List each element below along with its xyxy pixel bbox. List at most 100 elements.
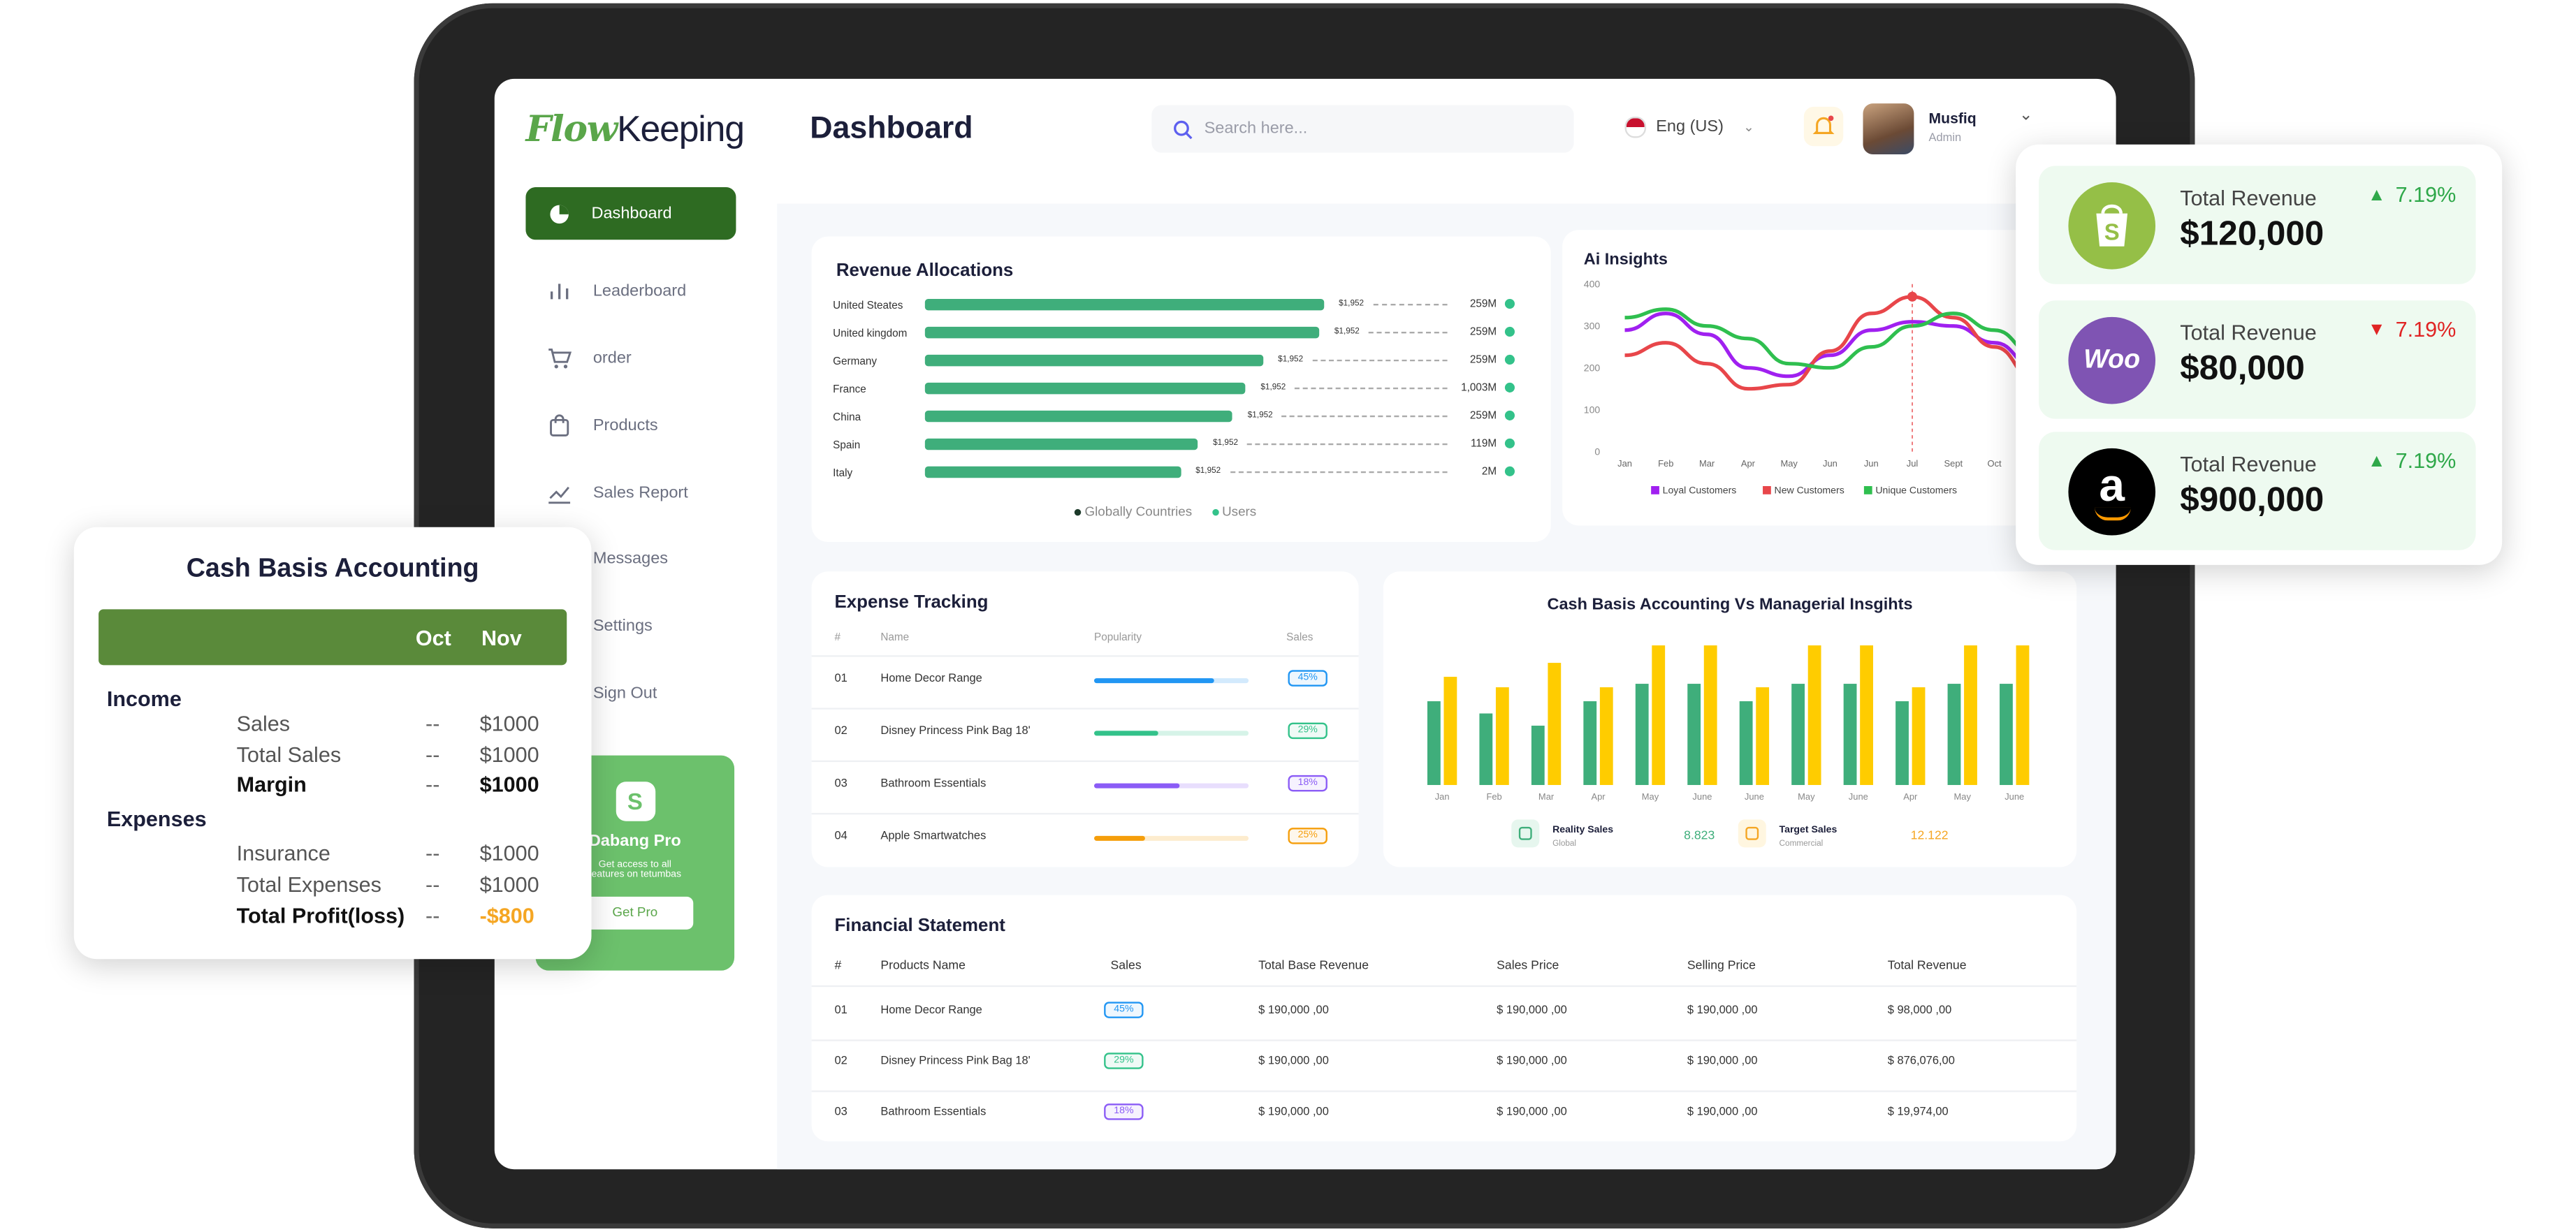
revenue-card[interactable]: S Total Revenue $120,000 ▲ 7.19% — [2039, 166, 2476, 284]
small-value: $1,952 — [1260, 382, 1286, 393]
table-row[interactable]: 04 Apple Smartwatches 25% — [812, 819, 1359, 858]
legend-label: New Customers — [1775, 485, 1844, 496]
table-row[interactable]: 02 Disney Princess Pink Bag 18' 29% $ 190,0… — [812, 1048, 2077, 1084]
arrow-up-icon: ▲ — [2367, 450, 2386, 471]
expense-tracking-title: Expense Tracking — [834, 592, 989, 613]
col-nov: Nov — [481, 625, 522, 651]
popularity-fill — [1094, 678, 1215, 684]
bar-target — [1495, 687, 1509, 785]
dashed-line — [1230, 471, 1448, 474]
table-row[interactable]: 03 Bathroom Essentials 18% $ 190,000 ,00 $ 1… — [812, 1099, 2077, 1135]
chevron-down-icon: ⌄ — [1743, 119, 1754, 135]
table-row[interactable]: 01 Home Decor Range 45% — [812, 662, 1359, 701]
ai-insights-chart: 400 300 200 100 0 Jan Feb Mar Apr May Jun Jun Jul Sep… — [1584, 278, 2044, 496]
sidebar-item-sales-report[interactable]: Sales Report — [547, 481, 688, 506]
sidebar-item-products[interactable]: Products — [547, 414, 658, 439]
product-name: Disney Princess Pink Bag 18' — [880, 726, 1031, 738]
cash-vs-managerial-chart: Jan Feb Mar Apr May June June May June Apr May June… — [1427, 645, 2030, 848]
column-header: Total Revenue — [1887, 957, 1967, 973]
sidebar-item-label: Sales Report — [592, 484, 688, 503]
x-tick-label: Sept — [1944, 458, 1963, 469]
dashed-line — [1373, 304, 1448, 306]
row-number: 01 — [834, 673, 847, 685]
table-row[interactable]: 01 Home Decor Range 45% $ 190,000 ,00 $ 190,… — [812, 997, 2077, 1033]
series-line — [1624, 295, 2036, 391]
sidebar-item-messages[interactable]: Messages — [547, 547, 668, 571]
hover-point[interactable] — [1907, 291, 1918, 302]
legend-label: Unique Customers — [1875, 485, 1957, 496]
dashed-line — [1312, 359, 1448, 362]
row-number: 04 — [834, 830, 847, 843]
dashed-line — [1247, 443, 1448, 446]
cash-row-dash: -- — [425, 903, 440, 928]
change-value: 7.19% — [2395, 316, 2457, 342]
sales-badge: 45% — [1104, 1002, 1144, 1018]
y-tick-label: 400 — [1584, 278, 1601, 289]
row-number: 02 — [834, 1055, 847, 1068]
arrow-down-icon: ▼ — [2367, 319, 2386, 339]
allocation-bar — [924, 382, 1246, 395]
cash-row-value: $1000 — [479, 840, 539, 866]
x-tick-label: Mar — [1699, 458, 1715, 469]
country-label: United Steates — [833, 300, 903, 312]
legend-users: Users — [1211, 504, 1256, 519]
revenue-change: ▲ 7.19% — [2368, 448, 2456, 473]
language-label: Eng (US) — [1656, 118, 1724, 137]
total-base-revenue: $ 190,000 ,00 — [1258, 1005, 1329, 1017]
revenue-card[interactable]: Woo Total Revenue $80,000 ▼ 7.19% — [2039, 300, 2476, 419]
language-selector[interactable]: Eng (US) ⌄ — [1624, 116, 1754, 138]
search-input[interactable]: Search here... — [1151, 105, 1574, 153]
table-row[interactable]: 02 Disney Princess Pink Bag 18' 29% — [812, 714, 1359, 754]
bar-target — [1703, 645, 1717, 785]
allocation-value: 259M — [1469, 354, 1497, 367]
column-header: Products Name — [880, 957, 966, 973]
revenue-value: $120,000 — [2180, 215, 2324, 254]
header-divider — [811, 985, 2077, 988]
legend-value: 8.823 — [1684, 828, 1715, 842]
x-tick-label: Feb — [1486, 791, 1501, 802]
series-line — [1624, 307, 2036, 370]
total-revenue: $ 876,076,00 — [1887, 1055, 1955, 1068]
promo-desc-line2: features on tetumbas — [588, 870, 682, 881]
get-pro-button[interactable]: Get Pro — [577, 896, 693, 930]
legend-label: Globally Countries — [1084, 504, 1193, 520]
popularity-fill — [1094, 835, 1145, 841]
bar-target — [1652, 645, 1666, 785]
revenue-change: ▼ 7.19% — [2368, 317, 2456, 342]
country-label: Germany — [833, 356, 878, 368]
column-header: Sales — [1110, 957, 1142, 973]
user-menu-chevron-icon[interactable]: ⌄ — [2018, 106, 2033, 125]
bar-reality — [1427, 701, 1441, 785]
expense-header-no: # — [834, 632, 841, 644]
revenue-card[interactable]: a Total Revenue $900,000 ▲ 7.19% — [2039, 432, 2476, 550]
bar-target — [1964, 645, 1977, 785]
avatar[interactable] — [1863, 103, 1914, 155]
selling-price: $ 190,000 ,00 — [1687, 1055, 1758, 1068]
revenue-value: $80,000 — [2180, 349, 2305, 388]
pie-chart-icon — [550, 204, 569, 223]
notification-button[interactable] — [1803, 106, 1844, 147]
row-divider — [811, 1090, 2077, 1092]
user-name: Musfiq — [1928, 110, 1977, 127]
country-label: China — [833, 412, 861, 424]
sidebar-item-order[interactable]: order — [547, 346, 632, 371]
cash-row-dash: -- — [425, 872, 440, 897]
table-row[interactable]: 03 Bathroom Essentials 18% — [812, 767, 1359, 806]
sidebar-item-dashboard[interactable]: Dashboard — [525, 187, 736, 240]
app-logo[interactable]: FlowKeeping — [525, 108, 745, 151]
country-label: France — [833, 384, 866, 396]
sales-badge: 29% — [1104, 1053, 1144, 1069]
legend-globally-countries: Globally Countries — [1074, 504, 1193, 520]
bar-target — [1443, 677, 1457, 785]
product-name: Disney Princess Pink Bag 18' — [880, 1055, 1031, 1068]
dashed-line — [1282, 415, 1448, 418]
expense-header-popularity: Popularity — [1094, 632, 1142, 644]
sidebar-item-label: order — [592, 349, 632, 368]
x-tick-label: May — [1798, 791, 1815, 802]
x-tick-label: June — [2004, 791, 2024, 802]
legend-icon — [1745, 826, 1759, 840]
status-dot — [1504, 354, 1515, 365]
cash-row-dash: -- — [425, 711, 440, 736]
revenue-allocations-title: Revenue Allocations — [836, 261, 1014, 281]
sidebar-item-leaderboard[interactable]: Leaderboard — [547, 279, 686, 304]
